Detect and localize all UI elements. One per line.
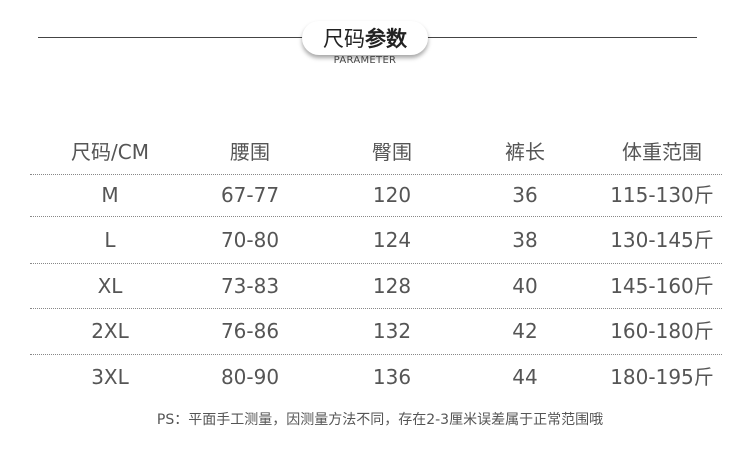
row-divider xyxy=(30,174,722,175)
table-cell: XL xyxy=(97,274,123,298)
table-cell: 132 xyxy=(372,319,412,343)
table-cell: 115-130斤 xyxy=(610,183,714,207)
table-cell: 2XL xyxy=(91,319,129,343)
row-divider xyxy=(30,308,722,309)
table-cell: 36 xyxy=(512,183,538,207)
title-badge: 尺码 参数 xyxy=(302,21,428,55)
table-cell: L xyxy=(104,228,116,252)
table-cell: 73-83 xyxy=(220,274,280,298)
table-row: XL 73-83 128 40 145-160斤 xyxy=(0,266,750,306)
header-cell: 尺码/CM xyxy=(71,140,149,164)
row-divider xyxy=(30,354,722,355)
table-cell: 44 xyxy=(512,365,538,389)
table-cell: 70-80 xyxy=(220,228,280,252)
title-light: 尺码 xyxy=(323,27,365,51)
table-cell: M xyxy=(101,183,119,207)
table-cell: 180-195斤 xyxy=(610,365,714,389)
table-row: M 67-77 120 36 115-130斤 xyxy=(0,175,750,215)
title-bold: 参数 xyxy=(365,27,407,51)
table-cell: 80-90 xyxy=(220,365,280,389)
table-row: 2XL 76-86 132 42 160-180斤 xyxy=(0,311,750,351)
row-divider xyxy=(30,263,722,264)
table-cell: 120 xyxy=(372,183,412,207)
table-cell: 145-160斤 xyxy=(610,274,714,298)
header-cell: 腰围 xyxy=(230,140,270,164)
header-cell: 裤长 xyxy=(505,140,545,164)
table-cell: 128 xyxy=(372,274,412,298)
table-cell: 130-145斤 xyxy=(610,228,714,252)
title-subtitle: PARAMETER xyxy=(333,55,397,66)
title-line-right xyxy=(422,37,697,38)
footnote: PS：平面手工测量，因测量方法不同，存在2-3厘米误差属于正常范围哦 xyxy=(156,412,604,428)
header-cell: 体重范围 xyxy=(622,140,702,164)
table-cell: 124 xyxy=(372,228,412,252)
table-header: 尺码/CM 腰围 臀围 裤长 体重范围 xyxy=(0,132,750,172)
table-cell: 40 xyxy=(512,274,538,298)
table-cell: 38 xyxy=(512,228,538,252)
table-cell: 136 xyxy=(372,365,412,389)
table-cell: 3XL xyxy=(91,365,129,389)
header-cell: 臀围 xyxy=(372,140,412,164)
table-cell: 76-86 xyxy=(220,319,280,343)
table-row: 3XL 80-90 136 44 180-195斤 xyxy=(0,357,750,397)
table-cell: 160-180斤 xyxy=(610,319,714,343)
table-row: L 70-80 124 38 130-145斤 xyxy=(0,220,750,260)
table-cell: 67-77 xyxy=(220,183,280,207)
row-divider xyxy=(30,216,722,217)
title-line-left xyxy=(38,37,308,38)
table-cell: 42 xyxy=(512,319,538,343)
